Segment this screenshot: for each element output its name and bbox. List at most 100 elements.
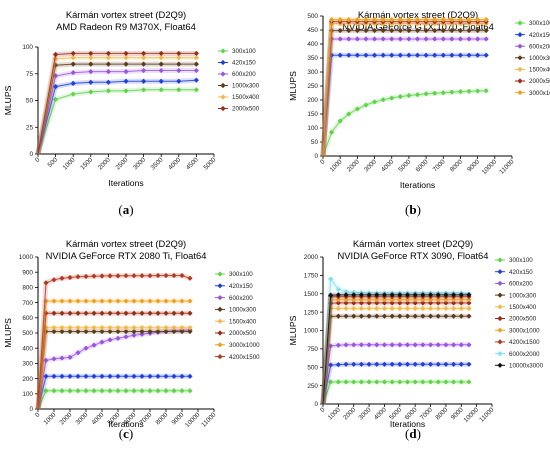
data-point: [423, 52, 429, 58]
y-tick-label: 0: [314, 153, 318, 160]
legend-label: 600x200: [229, 295, 253, 302]
x-tick-label: 10000: [481, 158, 499, 176]
data-point: [412, 379, 418, 385]
x-tick-label: 2000: [97, 156, 112, 171]
x-tick-label: 0: [319, 406, 327, 414]
data-point: [147, 373, 153, 379]
data-point: [440, 27, 446, 34]
x-tick-label: 11000: [200, 411, 217, 428]
data-point: [51, 373, 57, 379]
chart-title: Kármán vortex street (D2Q9): [66, 238, 186, 249]
data-point: [328, 343, 334, 349]
legend-label: 3000x1000: [529, 90, 550, 97]
data-point: [171, 298, 177, 304]
data-point: [420, 342, 426, 348]
series-error-band: [320, 379, 469, 405]
data-point: [389, 95, 395, 101]
data-point: [53, 96, 59, 103]
data-point: [193, 87, 199, 93]
x-tick-label: 8000: [434, 406, 449, 421]
data-point: [435, 313, 441, 319]
data-point: [70, 61, 76, 67]
data-point: [427, 292, 434, 298]
legend-marker: [517, 32, 523, 38]
data-point: [193, 61, 199, 67]
data-point: [155, 373, 161, 379]
data-point: [187, 388, 193, 394]
data-point: [366, 292, 372, 298]
data-point: [420, 379, 426, 385]
data-point: [466, 313, 472, 319]
data-point: [412, 342, 418, 348]
data-point: [328, 276, 334, 282]
data-point: [458, 342, 464, 348]
data-point: [123, 61, 129, 67]
data-point: [380, 36, 386, 42]
data-point: [389, 292, 395, 298]
data-point: [449, 17, 455, 23]
chart-title: Kármán vortex street (D2Q9): [353, 238, 473, 249]
data-point: [179, 325, 185, 331]
series-420x150: [320, 52, 489, 157]
series-420x150: [35, 373, 193, 410]
legend-marker: [217, 306, 223, 312]
data-point: [99, 310, 105, 316]
data-point: [389, 52, 395, 58]
data-point: [346, 27, 352, 34]
series-3000x1000: [320, 17, 489, 157]
legend-label: 1000x300: [232, 83, 260, 90]
data-point: [131, 388, 137, 394]
x-tick-label: 3000: [358, 406, 373, 421]
series-3000x1000: [320, 297, 472, 405]
data-point: [458, 313, 464, 319]
data-point: [374, 297, 380, 303]
data-point: [83, 373, 89, 379]
data-point: [91, 342, 97, 348]
series-6000x2000: [320, 276, 472, 405]
data-point: [374, 305, 380, 312]
data-point: [346, 17, 352, 23]
legend-label: 1000x300: [509, 292, 537, 299]
data-point: [450, 379, 457, 385]
data-point: [420, 297, 426, 303]
data-point: [187, 328, 193, 335]
data-point: [397, 379, 403, 385]
data-point: [389, 36, 395, 42]
legend-marker: [517, 66, 523, 72]
data-point: [414, 17, 421, 23]
data-point: [105, 88, 111, 94]
y-axis-label: MLUPS: [288, 71, 298, 101]
legend-marker: [220, 59, 226, 66]
data-point: [371, 36, 378, 42]
data-point: [51, 277, 57, 283]
data-point: [427, 297, 434, 303]
data-point: [358, 300, 365, 306]
data-point: [75, 298, 81, 304]
series-line: [322, 294, 469, 405]
data-point: [163, 272, 169, 279]
data-point: [440, 17, 446, 23]
data-point: [83, 298, 89, 304]
data-point: [343, 313, 349, 319]
series-line: [37, 390, 190, 410]
data-point: [139, 388, 145, 394]
data-point: [483, 27, 489, 34]
data-point: [381, 300, 388, 306]
y-tick-label: 250: [307, 83, 318, 90]
data-point: [193, 55, 199, 61]
y-tick-label: 1250: [304, 309, 319, 316]
legend-label: 2000x500: [229, 330, 257, 337]
panel-caption: (b): [405, 202, 421, 217]
data-point: [123, 88, 129, 94]
data-point: [139, 328, 145, 335]
legend-label: 1500x400: [509, 304, 537, 311]
panel-caption-letter: c: [123, 426, 129, 441]
data-point: [123, 373, 129, 379]
data-point: [75, 310, 81, 316]
panel-caption-paren: ): [129, 426, 133, 441]
data-point: [75, 325, 81, 331]
data-point: [139, 298, 145, 304]
y-tick-label: 50: [311, 139, 319, 146]
series-600x200: [320, 342, 472, 405]
y-tick-label: 0: [29, 151, 33, 158]
